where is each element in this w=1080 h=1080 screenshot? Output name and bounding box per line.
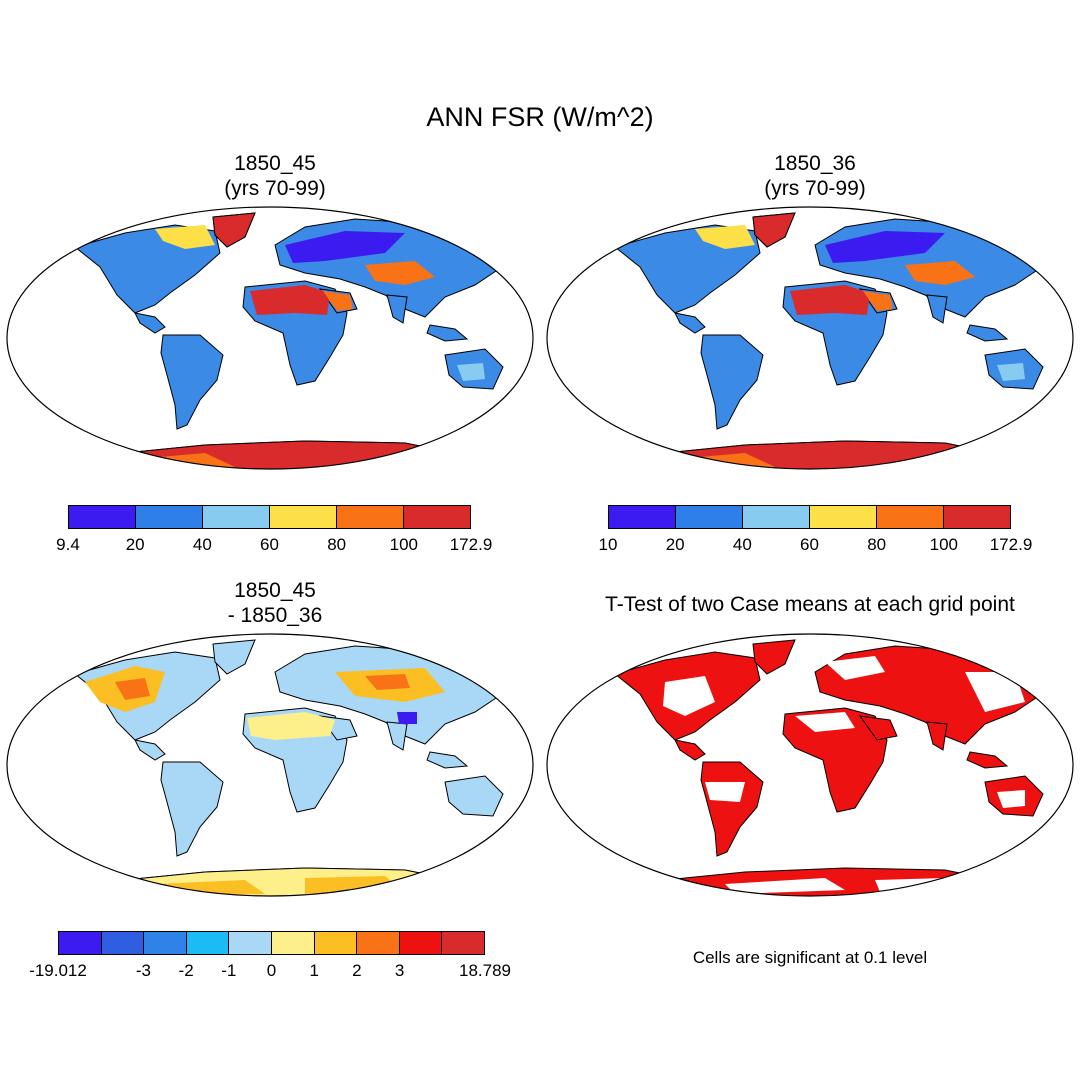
colorbar-swatch xyxy=(337,506,404,528)
panel-title-top-right: 1850_36 (yrs 70-99) xyxy=(660,151,970,201)
significance-note: Cells are significant at 0.1 level xyxy=(692,948,928,967)
colorbar-swatch xyxy=(186,932,230,954)
colorbar-tick-label: -19.012 xyxy=(29,961,87,980)
panel-title-bottom-right: T-Test of two Case means at each grid po… xyxy=(605,593,1015,616)
colorbar-tick-label: 172.9 xyxy=(989,535,1033,554)
colorbar-swatch xyxy=(144,932,187,954)
colorbar-tick-label: 0 xyxy=(266,961,277,980)
colorbar-swatch xyxy=(442,932,484,954)
colorbar-swatch xyxy=(136,506,203,528)
panel-title-line2: (yrs 70-99) xyxy=(224,177,326,200)
colorbar-swatch xyxy=(203,506,270,528)
colorbar-swatch xyxy=(314,932,358,954)
colorbar-tick-label: 1 xyxy=(309,961,319,980)
colorbar-tick-label: 9.4 xyxy=(56,535,80,554)
colorbar-swatch xyxy=(229,932,272,954)
colorbar-swatch xyxy=(271,932,315,954)
colorbar-bottom-left xyxy=(58,931,485,955)
colorbar-swatch xyxy=(59,932,102,954)
colorbar-tick-label: 80 xyxy=(867,535,887,554)
colorbar-swatch xyxy=(609,506,676,528)
colorbar-tick-label: 100 xyxy=(389,535,419,554)
colorbar-tick-label: 20 xyxy=(125,535,145,554)
panel-title-top-left: 1850_45 (yrs 70-99) xyxy=(120,151,430,201)
colorbar-tick-label: 80 xyxy=(327,535,347,554)
map-bottom-right xyxy=(546,633,1074,897)
colorbar-swatch xyxy=(270,506,337,528)
colorbar-swatch xyxy=(69,506,136,528)
colorbar-tick-label: 2 xyxy=(352,961,362,980)
colorbar-swatch xyxy=(676,506,743,528)
colorbar-swatch xyxy=(877,506,944,528)
colorbar-top-right xyxy=(608,505,1011,529)
map-bottom-left xyxy=(6,633,534,897)
panel-title-line2: (yrs 70-99) xyxy=(764,177,866,200)
panel-title-line2: - 1850_36 xyxy=(227,604,323,627)
colorbar-tick-label: 40 xyxy=(192,535,212,554)
colorbar-tick-label: 3 xyxy=(394,961,405,980)
colorbar-tick-label: 100 xyxy=(929,535,959,554)
colorbar-tick-label: 172.9 xyxy=(449,535,493,554)
colorbar-swatch xyxy=(357,932,400,954)
panel-title-line1: 1850_45 xyxy=(234,579,316,602)
colorbar-tick-label: -2 xyxy=(178,961,194,980)
map-top-right xyxy=(546,206,1074,470)
panel-title-line1: 1850_45 xyxy=(234,152,316,175)
colorbar-swatch xyxy=(944,506,1010,528)
colorbar-tick-label: 20 xyxy=(665,535,685,554)
colorbar-swatch xyxy=(101,932,145,954)
colorbar-tick-label: 18.789 xyxy=(459,961,511,980)
panel-title-bottom-left: 1850_45 - 1850_36 xyxy=(120,578,430,628)
colorbar-tick-label: 60 xyxy=(260,535,279,554)
colorbar-tick-label: -3 xyxy=(135,961,151,980)
colorbar-tick-label: 60 xyxy=(800,535,819,554)
colorbar-swatch xyxy=(810,506,877,528)
map-top-left xyxy=(6,206,534,470)
colorbar-tick-label: 10 xyxy=(598,535,618,554)
colorbar-top-left xyxy=(68,505,471,529)
colorbar-tick-label: -1 xyxy=(221,961,237,980)
colorbar-tick-label: 40 xyxy=(732,535,752,554)
panel-title-line1: 1850_36 xyxy=(774,152,856,175)
colorbar-swatch xyxy=(404,506,470,528)
colorbar-swatch xyxy=(743,506,810,528)
colorbar-swatch xyxy=(399,932,443,954)
main-title: ANN FSR (W/m^2) xyxy=(426,102,654,132)
